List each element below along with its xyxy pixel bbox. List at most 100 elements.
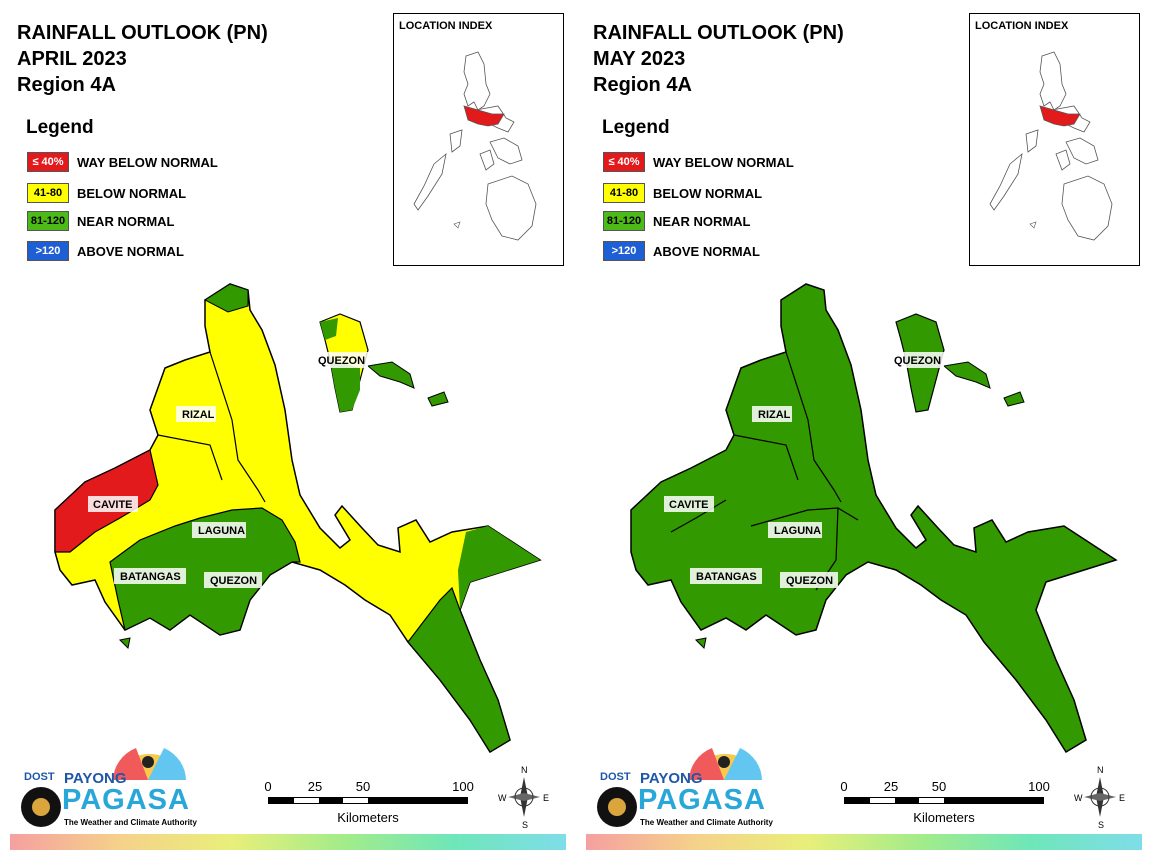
compass-rose-icon <box>508 777 540 817</box>
svg-text:QUEZON: QUEZON <box>786 575 833 587</box>
north-arrow: N W E S <box>1074 765 1126 830</box>
map-label-quezon-north: QUEZON <box>888 352 944 368</box>
svg-text:BATANGAS: BATANGAS <box>120 571 181 583</box>
map-label-laguna: LAGUNA <box>192 522 246 538</box>
footer-gradient-bar <box>586 834 1142 850</box>
province-shape-tip <box>204 283 249 313</box>
logo-payong: PAYONG <box>640 770 703 787</box>
philippines-locator-map <box>413 51 537 241</box>
title-month: MAY 2023 <box>593 48 686 70</box>
may-outlook-panel: RAINFALL OUTLOOK (PN) MAY 2023 Region 4A… <box>576 0 1152 864</box>
svg-text:RIZAL: RIZAL <box>758 409 791 421</box>
legend-label: ABOVE NORMAL <box>653 243 760 259</box>
map-label-batangas: BATANGAS <box>114 568 186 584</box>
legend-label: BELOW NORMAL <box>77 185 187 201</box>
logo-pagasa: PAGASA <box>62 784 190 816</box>
dost-emblem-icon <box>21 787 61 827</box>
svg-text:QUEZON: QUEZON <box>318 355 365 367</box>
scale-tick-50: 50 <box>931 779 947 794</box>
title-line-1: RAINFALL OUTLOOK (PN) <box>593 22 844 44</box>
logo-dost: DOST <box>24 771 55 783</box>
region-4a-map: RIZAL CAVITE LAGUNA BATANGAS QUEZON QUEZ… <box>630 283 1118 754</box>
location-index-inset: LOCATION INDEX <box>393 13 564 266</box>
logo-tagline: The Weather and Climate Authority <box>640 818 773 827</box>
pagasa-logo: DOST PAYONG PAGASA The Weather and Clima… <box>594 740 774 832</box>
province-shape-quezon-east <box>458 526 540 610</box>
map-label-rizal: RIZAL <box>176 406 216 422</box>
province-shape-region <box>630 283 1118 754</box>
north-arrow: N W E S <box>498 765 550 830</box>
svg-text:CAVITE: CAVITE <box>669 499 709 511</box>
location-index-inset: LOCATION INDEX <box>969 13 1140 266</box>
map-label-quezon-south: QUEZON <box>204 572 262 588</box>
inset-title: LOCATION INDEX <box>975 20 1069 32</box>
inset-title: LOCATION INDEX <box>399 20 493 32</box>
compass-rose-icon <box>1084 777 1116 817</box>
legend-swatch: 81-120 <box>603 211 645 231</box>
legend-swatch: ≤ 40% <box>27 152 69 172</box>
province-shape-batangas-laguna <box>109 507 301 636</box>
map-label-quezon-south: QUEZON <box>780 572 838 588</box>
april-outlook-panel: RAINFALL OUTLOOK (PN) APRIL 2023 Region … <box>10 13 566 850</box>
logo-dost: DOST <box>600 771 631 783</box>
legend-swatch: ≤ 40% <box>603 152 645 172</box>
legend-label: NEAR NORMAL <box>653 213 751 229</box>
map-label-rizal: RIZAL <box>752 406 792 422</box>
title-line-1: RAINFALL OUTLOOK (PN) <box>17 22 268 44</box>
svg-text:LAGUNA: LAGUNA <box>198 525 245 537</box>
scale-tick-0: 0 <box>264 779 272 794</box>
legend-item-above-normal: >120 ABOVE NORMAL <box>27 240 184 262</box>
scale-unit: Kilometers <box>913 810 975 825</box>
svg-text:RIZAL: RIZAL <box>182 409 215 421</box>
legend-item-way-below-normal: ≤ 40% WAY BELOW NORMAL <box>603 151 794 173</box>
svg-text:QUEZON: QUEZON <box>894 355 941 367</box>
title-region: Region 4A <box>593 74 692 96</box>
philippines-locator-map <box>989 51 1113 241</box>
umbrella-icon <box>113 748 186 780</box>
legend-item-above-normal: >120 ABOVE NORMAL <box>603 240 760 262</box>
legend-swatch: 81-120 <box>27 211 69 231</box>
map-label-cavite: CAVITE <box>88 496 138 512</box>
svg-text:LAGUNA: LAGUNA <box>774 525 821 537</box>
legend-swatch: 41-80 <box>603 183 645 203</box>
svg-text:CAVITE: CAVITE <box>93 499 133 511</box>
scale-tick-50: 50 <box>355 779 371 794</box>
title-month: APRIL 2023 <box>17 48 127 70</box>
footer-gradient-bar <box>10 834 566 850</box>
dost-emblem-icon <box>597 787 637 827</box>
province-shape-quezon-south <box>407 586 511 753</box>
umbrella-icon <box>689 748 762 780</box>
map-label-laguna: LAGUNA <box>768 522 822 538</box>
legend-title: Legend <box>602 117 670 138</box>
legend-swatch: >120 <box>27 241 69 261</box>
scale-tick-100: 100 <box>452 779 474 794</box>
map-label-cavite: CAVITE <box>664 496 714 512</box>
scale-tick-100: 100 <box>1028 779 1050 794</box>
region-4a-map: RIZAL CAVITE LAGUNA BATANGAS QUEZON QUEZ… <box>54 283 542 754</box>
legend-item-below-normal: 41-80 BELOW NORMAL <box>27 182 186 204</box>
legend-label: BELOW NORMAL <box>653 185 763 201</box>
legend-item-way-below-normal: ≤ 40% WAY BELOW NORMAL <box>27 151 218 173</box>
scale-bar: 0 25 50 100 Kilometers <box>258 775 478 835</box>
title-region: Region 4A <box>17 74 116 96</box>
scale-tick-25: 25 <box>883 779 899 794</box>
logo-payong: PAYONG <box>64 770 127 787</box>
legend-label: WAY BELOW NORMAL <box>653 154 794 170</box>
legend-title: Legend <box>26 117 94 138</box>
map-title: RAINFALL OUTLOOK (PN) APRIL 2023 Region … <box>17 20 268 98</box>
svg-text:BATANGAS: BATANGAS <box>696 571 757 583</box>
legend-item-below-normal: 41-80 BELOW NORMAL <box>603 182 762 204</box>
legend-swatch: 41-80 <box>27 183 69 203</box>
legend-item-near-normal: 81-120 NEAR NORMAL <box>27 210 175 232</box>
logo-tagline: The Weather and Climate Authority <box>64 818 197 827</box>
svg-text:QUEZON: QUEZON <box>210 575 257 587</box>
scale-unit: Kilometers <box>337 810 399 825</box>
legend-label: WAY BELOW NORMAL <box>77 154 218 170</box>
legend-label: ABOVE NORMAL <box>77 243 184 259</box>
pagasa-logo: DOST PAYONG PAGASA The Weather and Clima… <box>18 740 198 832</box>
legend-swatch: >120 <box>603 241 645 261</box>
logo-pagasa: PAGASA <box>638 784 766 816</box>
legend-item-near-normal: 81-120 NEAR NORMAL <box>603 210 751 232</box>
scale-bar: 0 25 50 100 Kilometers <box>834 775 1054 835</box>
scale-tick-25: 25 <box>307 779 323 794</box>
